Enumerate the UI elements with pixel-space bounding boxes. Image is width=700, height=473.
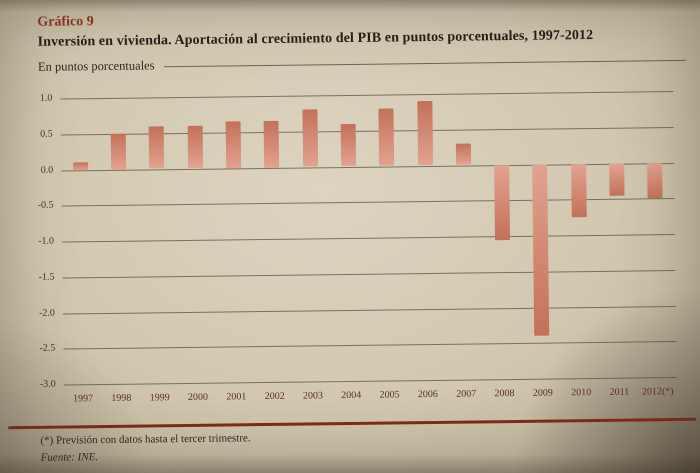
x-tick-label: 1999 (149, 392, 170, 404)
y-tick-label: -1.5 (38, 271, 55, 283)
chart-subtitle: En puntos porcentuales (37, 58, 155, 74)
x-tick-label: 2003 (302, 390, 324, 402)
x-tick-label: 1997 (73, 393, 94, 405)
y-tick-label: -3.0 (39, 378, 56, 390)
x-tick-label: 2006 (417, 388, 438, 401)
chart-title: Inversión en vivienda. Aportación al cre… (37, 28, 594, 50)
bar-2001 (225, 121, 242, 169)
chart-source: Fuente: INE. (40, 451, 99, 464)
x-tick-label: 2008 (494, 388, 515, 400)
bar-2012(*) (647, 162, 663, 199)
bar-2011 (609, 163, 625, 196)
bar-2008 (494, 164, 511, 240)
x-tick-label: 2011 (609, 386, 630, 398)
x-tick-label: 2000 (187, 391, 209, 403)
plot-area (60, 91, 677, 386)
bar-2000 (187, 125, 203, 169)
gridline (63, 377, 677, 386)
gridline (62, 234, 676, 243)
chart-number-label: Gráfico 9 (37, 14, 94, 30)
bar-2002 (263, 120, 280, 168)
bar-1998 (110, 133, 127, 170)
y-tick-label: 0.5 (40, 128, 53, 140)
x-tick-label: 2009 (532, 387, 553, 399)
footer-rule (8, 417, 697, 430)
bar-2006 (416, 101, 433, 166)
bar-2010 (570, 163, 587, 218)
bar-2007 (455, 143, 471, 166)
bar-2003 (301, 109, 318, 168)
y-tick-label: -2.5 (39, 342, 56, 355)
y-tick-label: -2.0 (38, 307, 55, 319)
y-tick-label: 0.0 (40, 164, 54, 176)
y-tick-label: 1.0 (39, 92, 53, 104)
x-tick-label: 2012(*) (641, 386, 674, 398)
bar-1999 (148, 125, 165, 169)
chart: 1.0 0.5 0.0 -0.5 -1.0 -1.5 -2.0 -2.5 -3.0 1997 199… (0, 74, 700, 413)
x-tick-label: 2004 (341, 389, 362, 402)
y-tick-label: -0.5 (37, 199, 54, 212)
gridline (62, 305, 676, 315)
gridline (62, 269, 676, 279)
y-tick-label: -1.0 (38, 235, 55, 247)
x-tick-label: 2010 (571, 387, 592, 399)
x-tick-label: 2002 (264, 390, 285, 403)
subtitle-rule (163, 59, 686, 68)
bar-1997 (72, 162, 88, 170)
x-tick-label: 1998 (111, 392, 132, 404)
x-tick-label: 2007 (456, 388, 477, 400)
bar-2009 (532, 164, 550, 336)
x-tick-label: 2001 (226, 391, 247, 403)
gridline (63, 341, 677, 350)
chart-subtitle-row: En puntos porcentuales (38, 52, 686, 75)
chart-footnote: (*) Previsión con datos hasta el tercer … (40, 432, 251, 447)
x-tick-label: 2005 (379, 389, 400, 401)
bar-2005 (378, 108, 395, 167)
bar-2004 (340, 123, 356, 167)
gridline (60, 91, 674, 100)
